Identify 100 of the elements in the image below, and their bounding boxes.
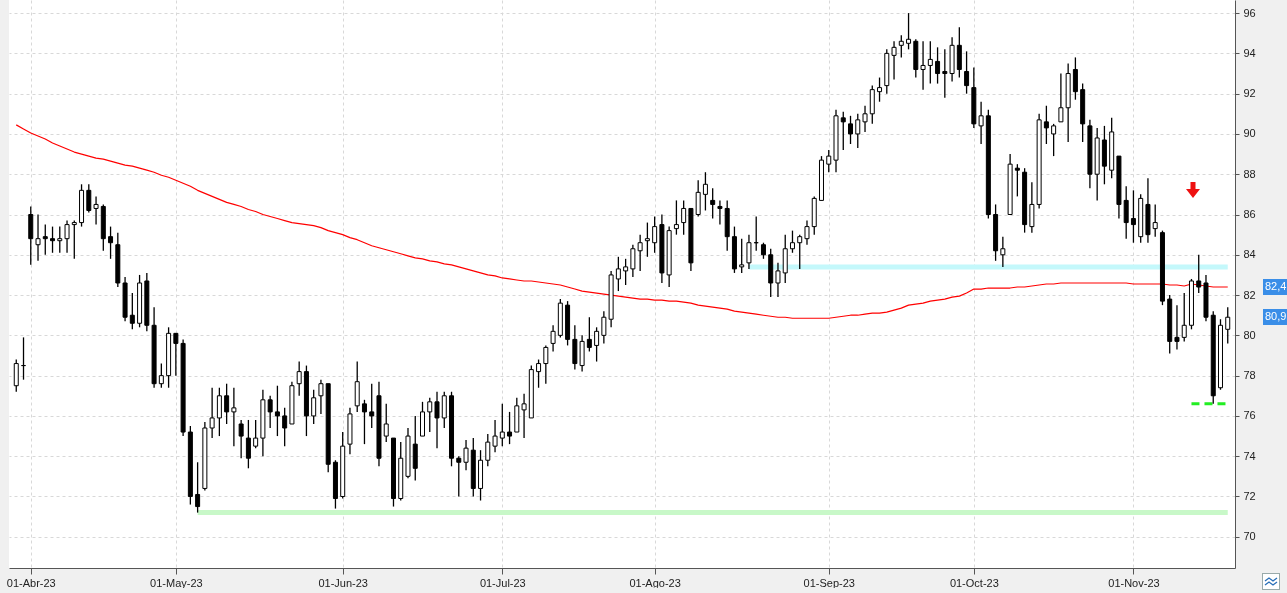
candlestick xyxy=(594,326,600,363)
candlestick xyxy=(623,258,629,286)
candlestick xyxy=(1072,56,1078,101)
candlestick xyxy=(369,383,375,429)
candlestick xyxy=(93,195,99,226)
candlestick xyxy=(935,46,941,85)
candlestick xyxy=(456,455,462,498)
candlestick xyxy=(848,115,854,145)
text: 82,4 xyxy=(1265,280,1287,292)
candlestick xyxy=(536,358,542,389)
y-tick-label: 92 xyxy=(1243,87,1256,100)
y-tick-label: 86 xyxy=(1243,208,1256,221)
candlestick xyxy=(1225,306,1231,345)
candlestick xyxy=(746,234,752,270)
candlestick xyxy=(1043,105,1049,145)
x-tick-label: 01-Oct-23 xyxy=(949,576,999,589)
candlestick xyxy=(318,379,324,415)
candlestick xyxy=(898,34,904,59)
candlestick xyxy=(231,387,237,447)
candlestick xyxy=(1123,185,1129,240)
candlestick xyxy=(775,262,781,298)
candlestick xyxy=(862,105,868,133)
x-tick-label: 01-May-23 xyxy=(150,576,203,589)
y-tick-label: 96 xyxy=(1243,6,1256,19)
candlestick xyxy=(804,219,810,246)
candlestick xyxy=(485,433,491,467)
candlestick xyxy=(224,383,230,425)
candlestick xyxy=(550,324,556,353)
candlestick xyxy=(927,40,933,85)
x-tick-label: 01-Ago-23 xyxy=(629,576,681,589)
candlestick xyxy=(158,362,164,389)
candlestick xyxy=(441,391,447,429)
candlestick xyxy=(673,199,679,236)
candlestick xyxy=(877,76,883,103)
candlestick xyxy=(267,395,273,429)
candlestick xyxy=(739,238,745,274)
candlestick xyxy=(463,439,469,471)
candlestick xyxy=(71,219,77,260)
candlestick xyxy=(1000,236,1006,268)
y-tick-label: 82 xyxy=(1243,288,1256,301)
candlestick xyxy=(86,183,92,214)
candlestick xyxy=(789,229,795,254)
candlestick xyxy=(521,393,527,439)
candlestick xyxy=(1152,203,1158,238)
candlestick xyxy=(129,292,135,330)
candlestick xyxy=(964,50,970,95)
candlestick xyxy=(499,403,505,447)
candlestick xyxy=(282,407,288,447)
candlestick xyxy=(615,256,621,292)
candlestick xyxy=(245,419,251,469)
candlestick xyxy=(1051,123,1057,157)
candlestick xyxy=(492,419,498,453)
candlestick xyxy=(644,221,650,258)
candlestick xyxy=(1196,254,1202,294)
x-tick-label: 01-Sep-23 xyxy=(803,576,855,589)
candlestick xyxy=(710,187,716,220)
candlestick xyxy=(108,225,114,260)
y-tick-label: 78 xyxy=(1243,369,1256,382)
candlestick xyxy=(238,419,244,459)
candlestick xyxy=(50,225,56,254)
candlestick xyxy=(920,40,926,91)
candlestick xyxy=(35,213,41,262)
candlestick xyxy=(942,48,948,99)
candlestick xyxy=(717,199,723,226)
candlestick xyxy=(216,387,222,437)
candlestick xyxy=(1014,163,1020,198)
candlestick xyxy=(702,171,708,212)
candlestick xyxy=(797,234,803,270)
y-tick-label: 94 xyxy=(1243,46,1256,59)
text: 80,9 xyxy=(1265,310,1287,322)
candlestick xyxy=(195,461,201,514)
candlestick xyxy=(586,316,592,353)
candlestick xyxy=(652,215,658,254)
x-tick-label: 01-Jul-23 xyxy=(479,576,526,589)
candlestick xyxy=(695,179,701,218)
candlestick xyxy=(274,385,280,437)
candlestick xyxy=(361,399,367,445)
y-tick-label: 90 xyxy=(1243,127,1256,140)
candlestick xyxy=(543,344,549,385)
candlestick xyxy=(681,199,687,236)
candlestick xyxy=(978,101,984,145)
candlestick xyxy=(311,389,317,425)
y-tick-label: 80 xyxy=(1243,328,1256,341)
y-tick-label: 84 xyxy=(1243,248,1256,261)
y-tick-label: 76 xyxy=(1243,409,1256,422)
candlestick xyxy=(906,12,912,50)
candlestick xyxy=(383,403,389,443)
x-tick-label: 01-Abr-23 xyxy=(6,576,56,589)
candlestick xyxy=(1130,189,1136,244)
candlestick xyxy=(57,225,63,254)
candlestick xyxy=(434,391,440,449)
y-tick-label: 70 xyxy=(1243,530,1256,543)
candlestick xyxy=(64,219,70,254)
candlestick xyxy=(1174,304,1180,351)
y-tick-label: 88 xyxy=(1243,167,1256,180)
candlestick xyxy=(507,411,513,445)
candlestick xyxy=(891,40,897,81)
line-series xyxy=(15,124,1229,319)
x-tick-label: 01-Jun-23 xyxy=(318,576,368,589)
candlestick xyxy=(855,113,861,149)
